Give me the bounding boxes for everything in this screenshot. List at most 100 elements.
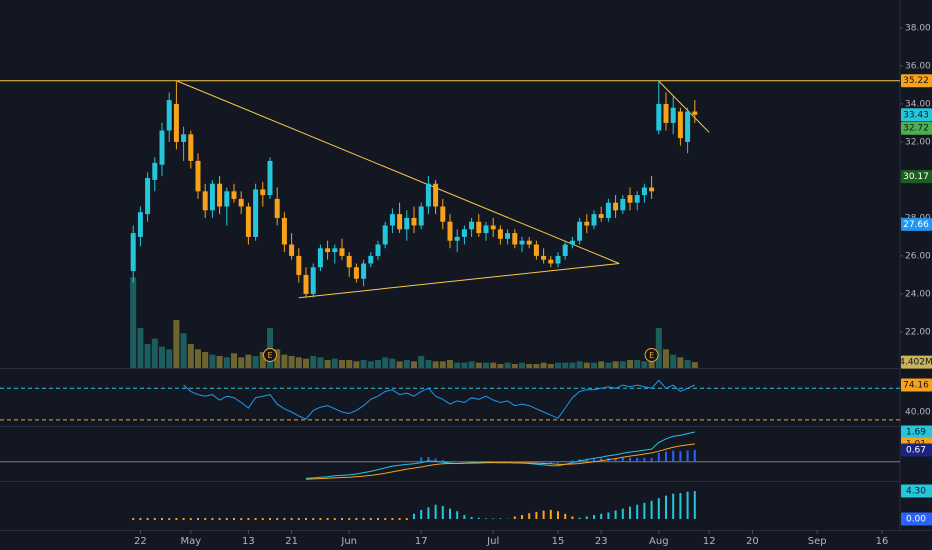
volume-bar	[353, 361, 360, 368]
volume-bar	[634, 360, 641, 368]
x-tick-label: 12	[703, 536, 716, 547]
macd-hist	[643, 457, 646, 462]
volume-bar	[533, 364, 540, 368]
volume-bar	[396, 361, 403, 368]
volume-bar	[195, 349, 201, 368]
volume-bar	[576, 361, 583, 368]
momentum-bar	[665, 495, 667, 520]
macd-hist	[506, 461, 509, 463]
momentum-bar	[434, 504, 437, 520]
macd-hist	[636, 457, 639, 462]
momentum-dot	[276, 518, 279, 521]
momentum-dot	[132, 518, 135, 521]
candle-body	[245, 206, 251, 237]
price-tag-label: 74.16	[903, 380, 929, 390]
candle-body	[181, 134, 187, 142]
candle-body	[188, 134, 194, 161]
volume-bar	[159, 346, 165, 368]
momentum-bar	[585, 516, 588, 520]
candle-body	[346, 255, 352, 268]
momentum-dot	[225, 518, 228, 521]
volume-bar	[547, 364, 554, 368]
momentum-bar	[441, 506, 444, 520]
volume-bar	[641, 361, 648, 368]
momentum-bar	[449, 508, 451, 520]
momentum-dot	[189, 518, 192, 521]
price-tag	[901, 108, 932, 122]
candle-body	[598, 214, 604, 218]
volume-bar	[231, 353, 237, 368]
candle-body	[440, 206, 446, 222]
candle-body	[339, 248, 345, 256]
candle-body	[375, 244, 381, 256]
volume-bar	[691, 362, 698, 368]
candle-body	[173, 103, 179, 142]
momentum-dot	[326, 518, 329, 521]
macd-hist	[470, 461, 473, 462]
momentum-bar	[470, 517, 473, 520]
momentum-dot	[211, 518, 214, 521]
price-tag-label: 33.43	[903, 110, 929, 120]
macd-hist	[521, 461, 523, 463]
momentum-bar	[636, 504, 639, 520]
volume-bar	[461, 362, 468, 368]
trendline	[298, 263, 620, 299]
price-tag-label: 0.00	[906, 515, 926, 525]
momentum-bar	[427, 507, 430, 520]
x-tick-label: 22	[134, 536, 147, 547]
trendline	[658, 80, 710, 133]
momentum-bar	[557, 511, 559, 520]
candle-body	[238, 198, 244, 207]
volume-bar	[295, 357, 302, 368]
momentum-bar	[542, 510, 545, 520]
volume-bar	[151, 338, 158, 368]
y-tick-label: 24.00	[905, 289, 931, 299]
momentum-dot	[341, 518, 343, 521]
volume-bar	[684, 360, 691, 368]
volume-bar	[180, 333, 187, 368]
volume-bar	[677, 357, 684, 368]
momentum-bar	[600, 513, 603, 520]
candle-body	[289, 244, 295, 256]
volume-bar	[555, 362, 561, 368]
candle-body	[130, 233, 136, 272]
candle-body	[425, 183, 431, 207]
price-tag	[901, 121, 932, 135]
candle-body	[584, 221, 590, 226]
momentum-bar	[578, 517, 581, 520]
candle-body	[404, 217, 410, 230]
macd-hist	[535, 461, 538, 463]
momentum-bar	[492, 518, 495, 520]
candle-body	[411, 217, 417, 226]
candle-body	[555, 255, 561, 264]
macd-hist	[600, 458, 603, 462]
candle-body	[569, 240, 575, 245]
candle-body	[670, 107, 676, 123]
momentum-bar	[456, 511, 459, 520]
candle-body	[461, 229, 467, 237]
macd-hist	[477, 461, 480, 462]
candle-body	[620, 198, 626, 211]
volume-bar	[619, 361, 626, 368]
candle-body	[613, 202, 619, 211]
candle-body	[512, 233, 518, 245]
earnings-label: E	[267, 351, 272, 360]
volume-bar	[483, 362, 489, 368]
candle-body	[490, 225, 496, 230]
candle-body	[605, 202, 611, 218]
price-tag	[901, 443, 932, 457]
momentum-dot	[398, 518, 401, 521]
macd-hist	[621, 457, 624, 462]
x-tick-label: Sep	[808, 536, 827, 547]
momentum-bar	[477, 517, 480, 520]
macd-hist	[686, 450, 689, 462]
candle-body	[677, 111, 683, 139]
macd-hist	[679, 451, 682, 462]
momentum-dot	[218, 518, 221, 521]
macd-hist	[427, 456, 430, 462]
volume-bar	[490, 362, 497, 368]
momentum-dot	[254, 518, 257, 521]
momentum-dot	[384, 518, 387, 521]
candle-body	[641, 187, 647, 196]
candle-body	[166, 100, 172, 131]
